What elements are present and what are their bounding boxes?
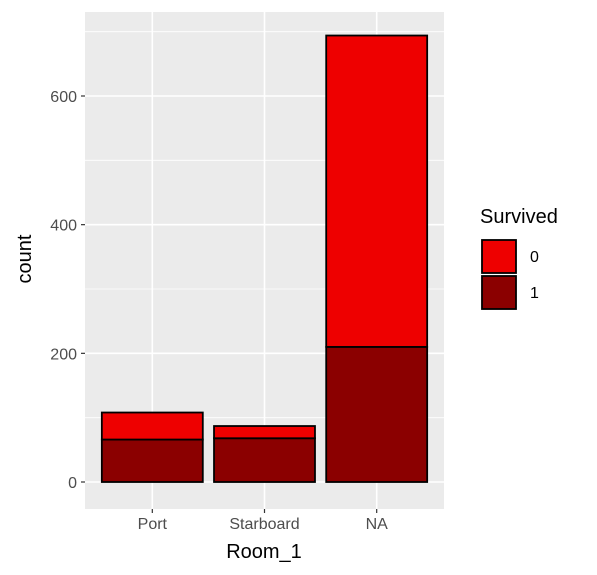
y-axis-title: count [14,234,36,283]
legend-title: Survived [480,206,558,228]
legend-label-0: 0 [530,249,539,266]
x-axis: Port Starboard NA [138,509,388,533]
y-tick-label: 600 [50,89,77,106]
x-tick-label: Starboard [229,516,299,533]
bar-port-survived-1 [100,438,204,483]
x-tick-label: Port [138,516,168,533]
legend-swatch-0 [481,239,517,274]
legend: Survived 01 [480,206,558,310]
x-axis-title: Room_1 [226,541,302,563]
legend-swatch-1 [481,275,517,310]
bar-port-survived-0 [100,411,204,441]
y-axis: 0 200 400 600 [50,89,85,492]
y-tick-label: 400 [50,218,77,235]
bar-na-survived-0 [325,34,429,348]
y-tick-label: 200 [50,346,77,363]
bar-starboard-survived-1 [213,437,316,483]
x-tick-label: NA [366,516,389,533]
bar-na-survived-1 [325,345,429,483]
legend-items: 01 [481,239,539,310]
bar-starboard-survived-0 [213,425,316,440]
y-tick-label: 0 [68,475,77,492]
legend-label-1: 1 [530,285,539,302]
bars [100,34,429,483]
